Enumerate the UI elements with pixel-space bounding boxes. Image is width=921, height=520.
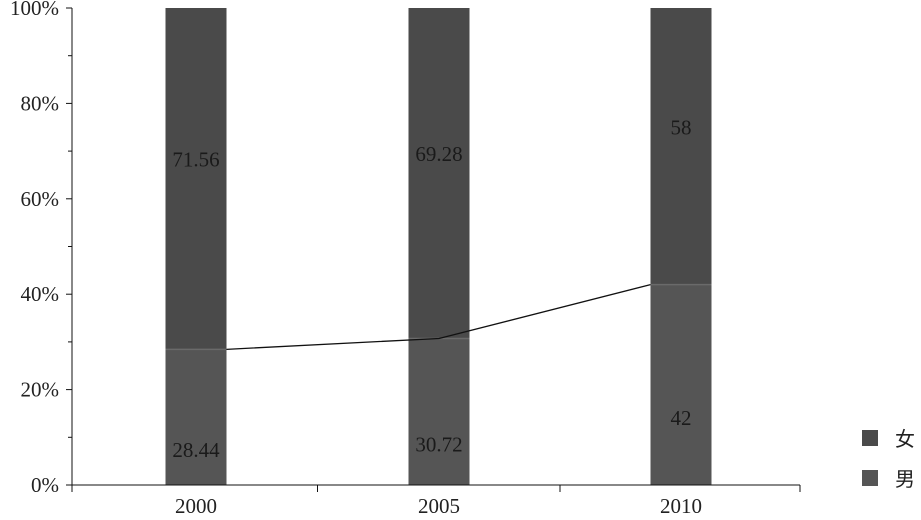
y-tick-label-5: 100% — [10, 0, 59, 20]
data-label-2010-series-1: 58 — [671, 115, 692, 139]
legend-swatch-0 — [862, 430, 878, 446]
data-label-2000-series-1: 71.56 — [172, 148, 219, 172]
data-label-2000-series-0: 28.44 — [172, 438, 220, 462]
bars-layer — [165, 8, 712, 485]
legend-label-1: 男 — [895, 467, 915, 491]
y-tick-label-1: 20% — [21, 378, 60, 402]
x-tick-label-2005: 2005 — [418, 494, 460, 518]
legend-swatch-1 — [862, 470, 878, 486]
bar-2010-series-1 — [650, 8, 712, 285]
data-label-2005-series-1: 69.28 — [415, 142, 462, 166]
x-tick-label-2010: 2010 — [660, 494, 702, 518]
bar-2010-series-0 — [650, 284, 712, 485]
axes-layer: 0% 20% 40% 60% 80% 100% 2000 2005 2010 — [10, 0, 801, 518]
data-labels-layer: 28.44 71.56 30.72 69.28 42 58 — [172, 115, 691, 462]
y-tick-label-2: 40% — [21, 282, 60, 306]
x-tick-label-2000: 2000 — [175, 494, 217, 518]
data-label-2010-series-0: 42 — [671, 406, 692, 430]
bar-2000-series-0 — [165, 349, 227, 485]
trend-line-layer — [226, 284, 651, 350]
y-tick-label-4: 80% — [21, 91, 60, 115]
trend-line — [226, 284, 651, 350]
bar-2005-series-1 — [408, 8, 470, 339]
legend-label-0: 女 — [895, 427, 915, 451]
bar-2000-series-1 — [165, 8, 227, 350]
bar-2005-series-0 — [408, 338, 470, 485]
legend: 女男 — [862, 427, 915, 491]
y-tick-label-0: 0% — [31, 473, 59, 497]
data-label-2005-series-0: 30.72 — [415, 433, 462, 457]
y-tick-label-3: 60% — [21, 187, 60, 211]
